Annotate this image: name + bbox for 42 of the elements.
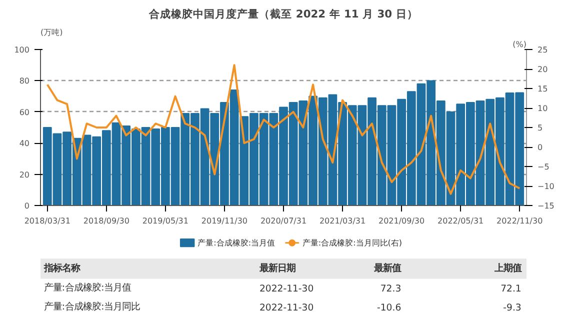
y2-tick-label: 25 (538, 46, 548, 54)
y2-tick-label: 0 (538, 143, 543, 152)
x-tick-label: 2022/05/31 (438, 216, 484, 226)
y2-tick-label: 5 (538, 124, 543, 132)
y2-tick-label: −15 (538, 202, 554, 210)
text: 产量:合成橡胶:当月同比 (44, 301, 140, 312)
y2-tick-label: −10 (538, 182, 554, 191)
text: 上期值 (493, 263, 522, 274)
y2-axis-title: (%) (512, 40, 526, 49)
y2-tick-label: 10 (538, 104, 548, 113)
text: 2022-11-30 (259, 302, 314, 314)
x-tick-label: 2022/11/30 (496, 216, 543, 226)
text: 最新日期 (258, 263, 296, 274)
text: -10.6 (377, 302, 402, 314)
y-tick-label: 100 (14, 46, 30, 54)
x-tick-label: 2018/03/31 (24, 216, 70, 226)
x-tick-label: 2021/09/30 (378, 216, 425, 226)
x-tick-label: 2019/11/30 (201, 216, 248, 226)
y-tick-label: 40 (19, 139, 30, 148)
text: -9.3 (503, 302, 522, 314)
legend-label: 产量:合成橡胶:当月同比(右) (302, 238, 402, 248)
line-series (46, 64, 521, 195)
text: 最新值 (373, 263, 402, 274)
y-tick-label: 60 (19, 108, 30, 117)
x-tick-label: 2020/07/31 (260, 216, 307, 226)
text: 2022-11-30 (259, 283, 314, 294)
chart-title: 合成橡胶中国月度产量（截至 2022 年 11 月 30 日） (148, 8, 418, 20)
x-tick-label: 2021/03/31 (319, 216, 366, 226)
text: 产量:合成橡胶:当月值 (44, 282, 132, 294)
y2-tick-label: −5 (538, 162, 550, 172)
text: 72.3 (380, 283, 402, 294)
x-tick-label: 2019/05/31 (142, 216, 188, 226)
y-tick-label: 0 (24, 202, 30, 210)
y2-tick-label: 20 (538, 65, 548, 74)
y2-tick-label: 15 (538, 84, 548, 94)
y-axis-title: (万吨) (40, 28, 63, 37)
x-tick-label: 2018/09/30 (83, 216, 130, 226)
y-tick-label: 80 (19, 76, 30, 86)
text: 72.1 (500, 283, 522, 294)
text: 指标名称 (42, 263, 81, 274)
y-tick-label: 20 (19, 170, 30, 180)
legend-label: 产量:合成橡胶:当月值 (198, 238, 276, 248)
